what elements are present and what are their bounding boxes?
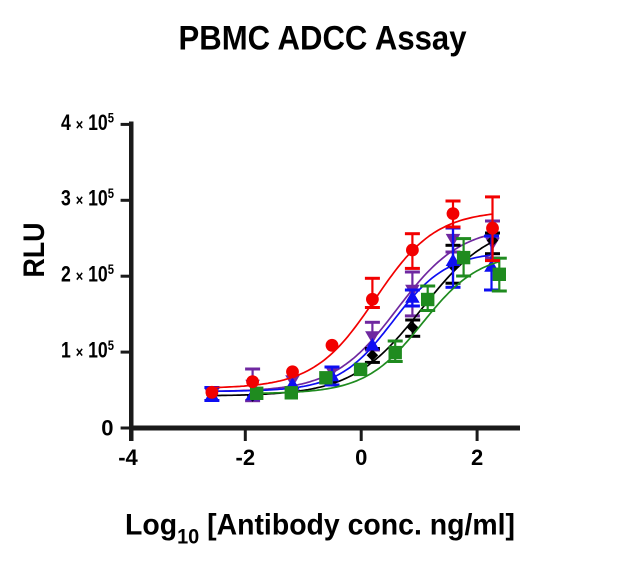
svg-text:1 × 105: 1 × 105	[61, 337, 114, 363]
svg-text:PBMC ADCC Assay: PBMC ADCC Assay	[179, 20, 467, 58]
svg-text:0: 0	[355, 445, 367, 470]
svg-text:3 × 105: 3 × 105	[61, 185, 114, 211]
svg-text:2: 2	[471, 445, 483, 470]
svg-text:2 × 105: 2 × 105	[61, 261, 114, 287]
svg-text:4 × 105: 4 × 105	[61, 109, 114, 135]
svg-text:0: 0	[101, 416, 113, 441]
svg-text:RLU: RLU	[18, 223, 51, 278]
svg-text:-2: -2	[236, 445, 256, 470]
svg-text:-4: -4	[118, 445, 138, 470]
